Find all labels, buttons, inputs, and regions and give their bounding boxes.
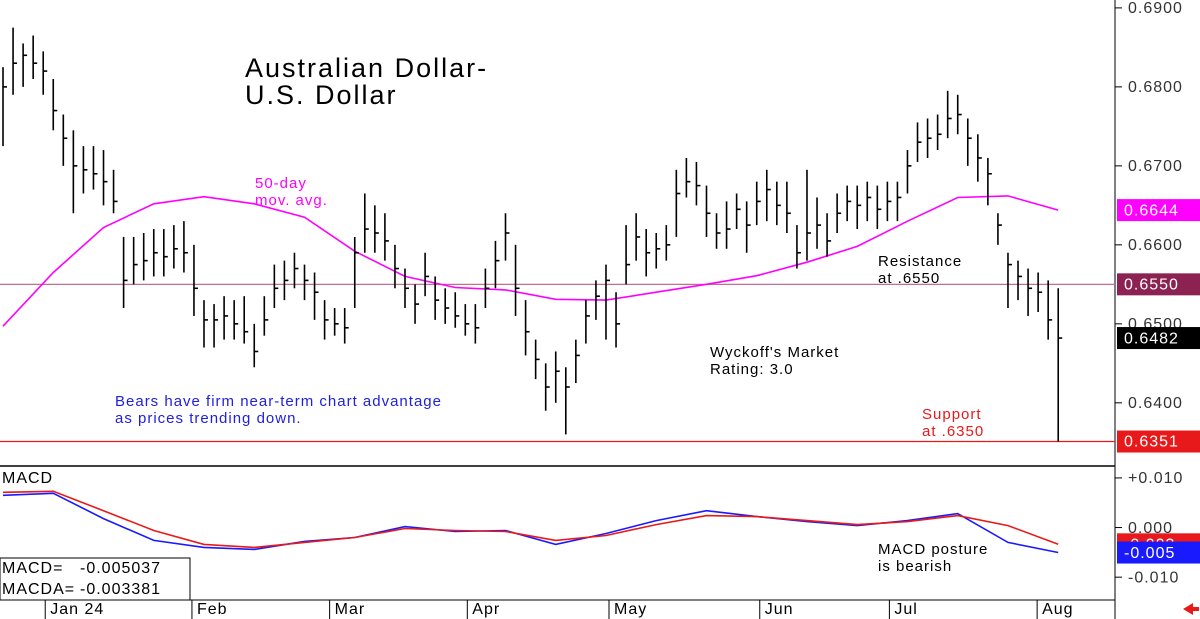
annotation: as prices trending down. (115, 410, 302, 427)
value-box-label: 0.6644 (1124, 202, 1179, 219)
line-series (2, 195, 1059, 327)
value-box-label: 0.6550 (1124, 277, 1179, 294)
value-box (1117, 199, 1200, 222)
legend-value: -0.005037 (80, 560, 161, 577)
annotation: Bears have firm near-term chart advantag… (115, 393, 442, 410)
legend-label: MACD= (2, 560, 63, 577)
annotation: MACD posture (878, 541, 988, 558)
annotation: Rating: 3.0 (710, 361, 794, 378)
panel-title: MACD (2, 470, 53, 487)
x-tick-label: Aug (1042, 601, 1073, 618)
y-tick-label: 0.6600 (1128, 237, 1183, 254)
macd-legend-box (0, 557, 191, 601)
y-tick-label: -0.010 (1128, 569, 1179, 586)
y-tick-label: 0.6700 (1128, 158, 1183, 175)
scroll-arrow[interactable] (1183, 603, 1199, 615)
annotation: Wyckoff's Market (710, 344, 839, 361)
legend-value: -0.003381 (80, 581, 161, 598)
chart-title: U.S. Dollar (245, 80, 398, 110)
chart-title: Australian Dollar- (245, 53, 488, 83)
value-box (1117, 541, 1200, 564)
value-box-label: 0.6482 (1124, 330, 1179, 347)
x-tick-label: Apr (472, 601, 500, 618)
y-tick-label: 0.6900 (1128, 0, 1183, 17)
y-tick-label: 0.6400 (1128, 395, 1183, 412)
value-box (1117, 273, 1200, 296)
x-tick-label: Jan 24 (50, 601, 104, 618)
value-box (1117, 430, 1200, 453)
line-series (2, 490, 1059, 549)
x-tick-label: May (614, 601, 647, 618)
annotation: 50-day (255, 175, 307, 192)
annotation: is bearish (878, 558, 952, 575)
legend-label: MACDA= (2, 581, 75, 598)
value-box-label: -0.005 (1124, 545, 1175, 562)
annotation: at .6350 (922, 423, 984, 440)
annotation: at .6550 (878, 270, 940, 287)
x-tick-label: Mar (335, 601, 366, 618)
y-tick-label: 0.6800 (1128, 79, 1183, 96)
value-box-label: 0.6351 (1124, 434, 1179, 451)
x-tick-label: Feb (197, 601, 228, 618)
annotation: Support (922, 406, 982, 423)
x-tick-label: Jun (765, 601, 794, 618)
value-box (1117, 327, 1200, 350)
annotation: mov. avg. (255, 192, 328, 209)
y-tick-label: +0.010 (1128, 470, 1183, 487)
x-tick-label: Jul (894, 601, 917, 618)
annotation: Resistance (878, 253, 962, 270)
y-tick-label: 0.000 (1128, 520, 1173, 537)
